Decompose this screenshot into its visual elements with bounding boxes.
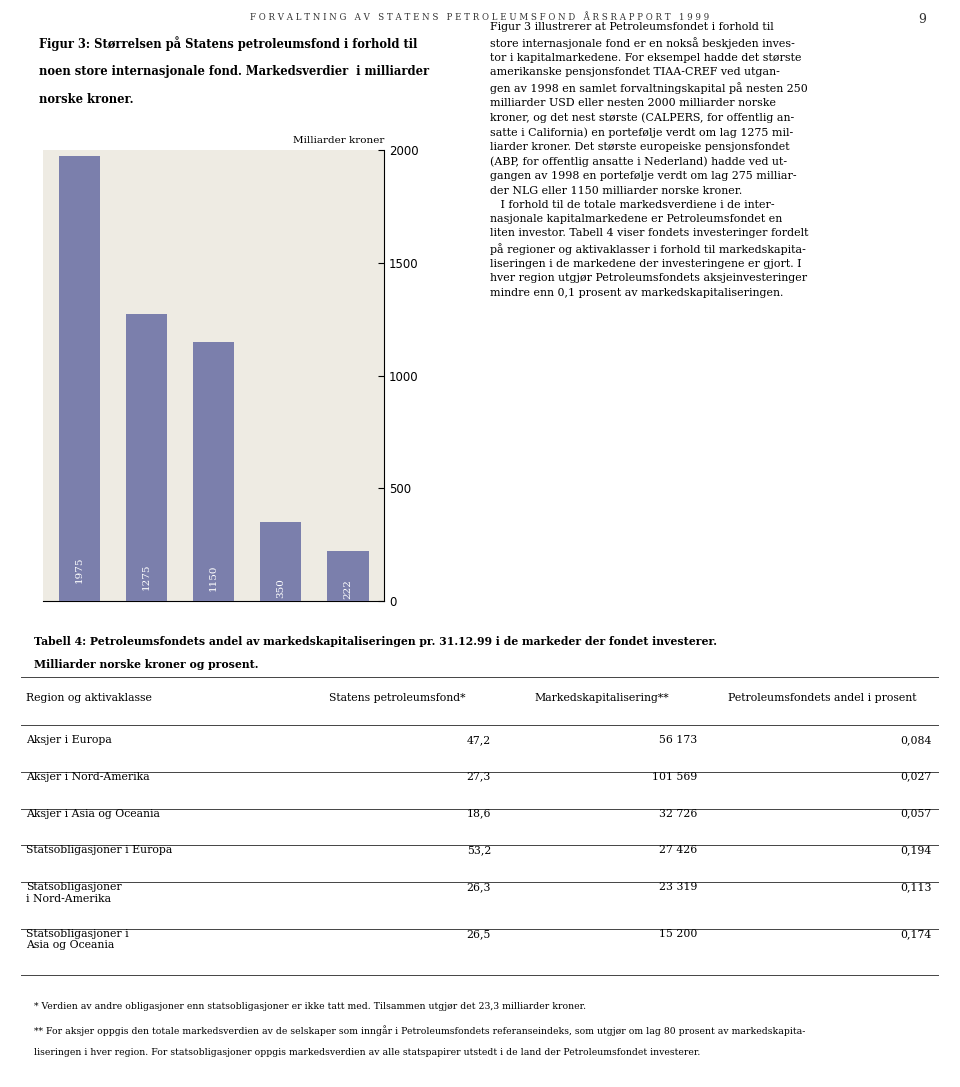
Text: 23 319: 23 319 (660, 883, 698, 892)
Bar (59, 155, 100, 601)
Text: Figur 3 illustrerer at Petroleumsfondet i forhold til
store internasjonale fond : Figur 3 illustrerer at Petroleumsfondet … (490, 22, 808, 298)
Bar (193, 341, 234, 601)
Text: 27 426: 27 426 (660, 846, 698, 855)
Text: 1975: 1975 (75, 557, 84, 584)
Text: Statens petroleumsfond*: Statens petroleumsfond* (329, 694, 466, 703)
Text: Statsobligasjoner i
Asia og Oceania: Statsobligasjoner i Asia og Oceania (26, 928, 129, 950)
Text: ** For aksjer oppgis den totale markedsverdien av de selskaper som inngår i Petr: ** For aksjer oppgis den totale markedsv… (34, 1025, 805, 1036)
Text: liseringen i hver region. For statsobligasjoner oppgis markedsverdien av alle st: liseringen i hver region. For statsoblig… (34, 1048, 700, 1057)
Text: 1150: 1150 (209, 564, 218, 590)
Text: 56 173: 56 173 (660, 735, 698, 745)
Text: 0,194: 0,194 (900, 846, 931, 855)
Text: 26,5: 26,5 (467, 928, 491, 939)
Text: Aksjer i Europa: Aksjer i Europa (26, 735, 111, 745)
Text: 0,113: 0,113 (900, 883, 931, 892)
Text: 0,174: 0,174 (900, 928, 931, 939)
Bar (126, 313, 167, 601)
Text: 15 200: 15 200 (660, 928, 698, 939)
Text: Markedskapitalisering**: Markedskapitalisering** (535, 694, 669, 703)
Text: Statsobligasjoner
i Nord-Amerika: Statsobligasjoner i Nord-Amerika (26, 883, 121, 904)
Text: noen store internasjonale fond. Markedsverdier  i milliarder: noen store internasjonale fond. Markedsv… (39, 65, 429, 78)
Text: 0,027: 0,027 (900, 772, 931, 782)
Text: * Verdien av andre obligasjoner enn statsobligasjoner er ikke tatt med. Tilsamme: * Verdien av andre obligasjoner enn stat… (34, 1002, 586, 1011)
Text: Region og aktivaklasse: Region og aktivaklasse (26, 694, 152, 703)
Text: Aksjer i Asia og Oceania: Aksjer i Asia og Oceania (26, 809, 159, 819)
Bar (327, 551, 369, 601)
Text: Aksjer i Nord-Amerika: Aksjer i Nord-Amerika (26, 772, 150, 782)
Text: 27,3: 27,3 (467, 772, 491, 782)
Text: Statsobligasjoner i Europa: Statsobligasjoner i Europa (26, 846, 172, 855)
Text: 0,057: 0,057 (900, 809, 931, 819)
Text: 18,6: 18,6 (467, 809, 491, 819)
Text: 350: 350 (276, 578, 285, 598)
Text: norske kroner.: norske kroner. (39, 93, 133, 107)
Text: Tabell 4: Petroleumsfondets andel av markedskapitaliseringen pr. 31.12.99 i de m: Tabell 4: Petroleumsfondets andel av mar… (34, 636, 716, 647)
Text: Figur 3: Størrelsen på Statens petroleumsfond i forhold til: Figur 3: Størrelsen på Statens petroleum… (39, 37, 418, 51)
Text: Milliarder kroner: Milliarder kroner (293, 137, 384, 146)
Text: 47,2: 47,2 (467, 735, 491, 745)
Text: 0,084: 0,084 (900, 735, 931, 745)
Text: 1275: 1275 (142, 563, 151, 589)
Text: Petroleumsfondets andel i prosent: Petroleumsfondets andel i prosent (728, 694, 916, 703)
Text: 53,2: 53,2 (467, 846, 491, 855)
Text: 26,3: 26,3 (467, 883, 491, 892)
Bar (260, 522, 301, 601)
Text: 222: 222 (344, 579, 352, 599)
Text: F O R V A L T N I N G   A V   S T A T E N S   P E T R O L E U M S F O N D   Å R : F O R V A L T N I N G A V S T A T E N S … (251, 13, 709, 22)
Text: 9: 9 (919, 13, 926, 26)
Text: Milliarder norske kroner og prosent.: Milliarder norske kroner og prosent. (34, 659, 258, 670)
Text: 101 569: 101 569 (652, 772, 698, 782)
Text: 32 726: 32 726 (660, 809, 698, 819)
